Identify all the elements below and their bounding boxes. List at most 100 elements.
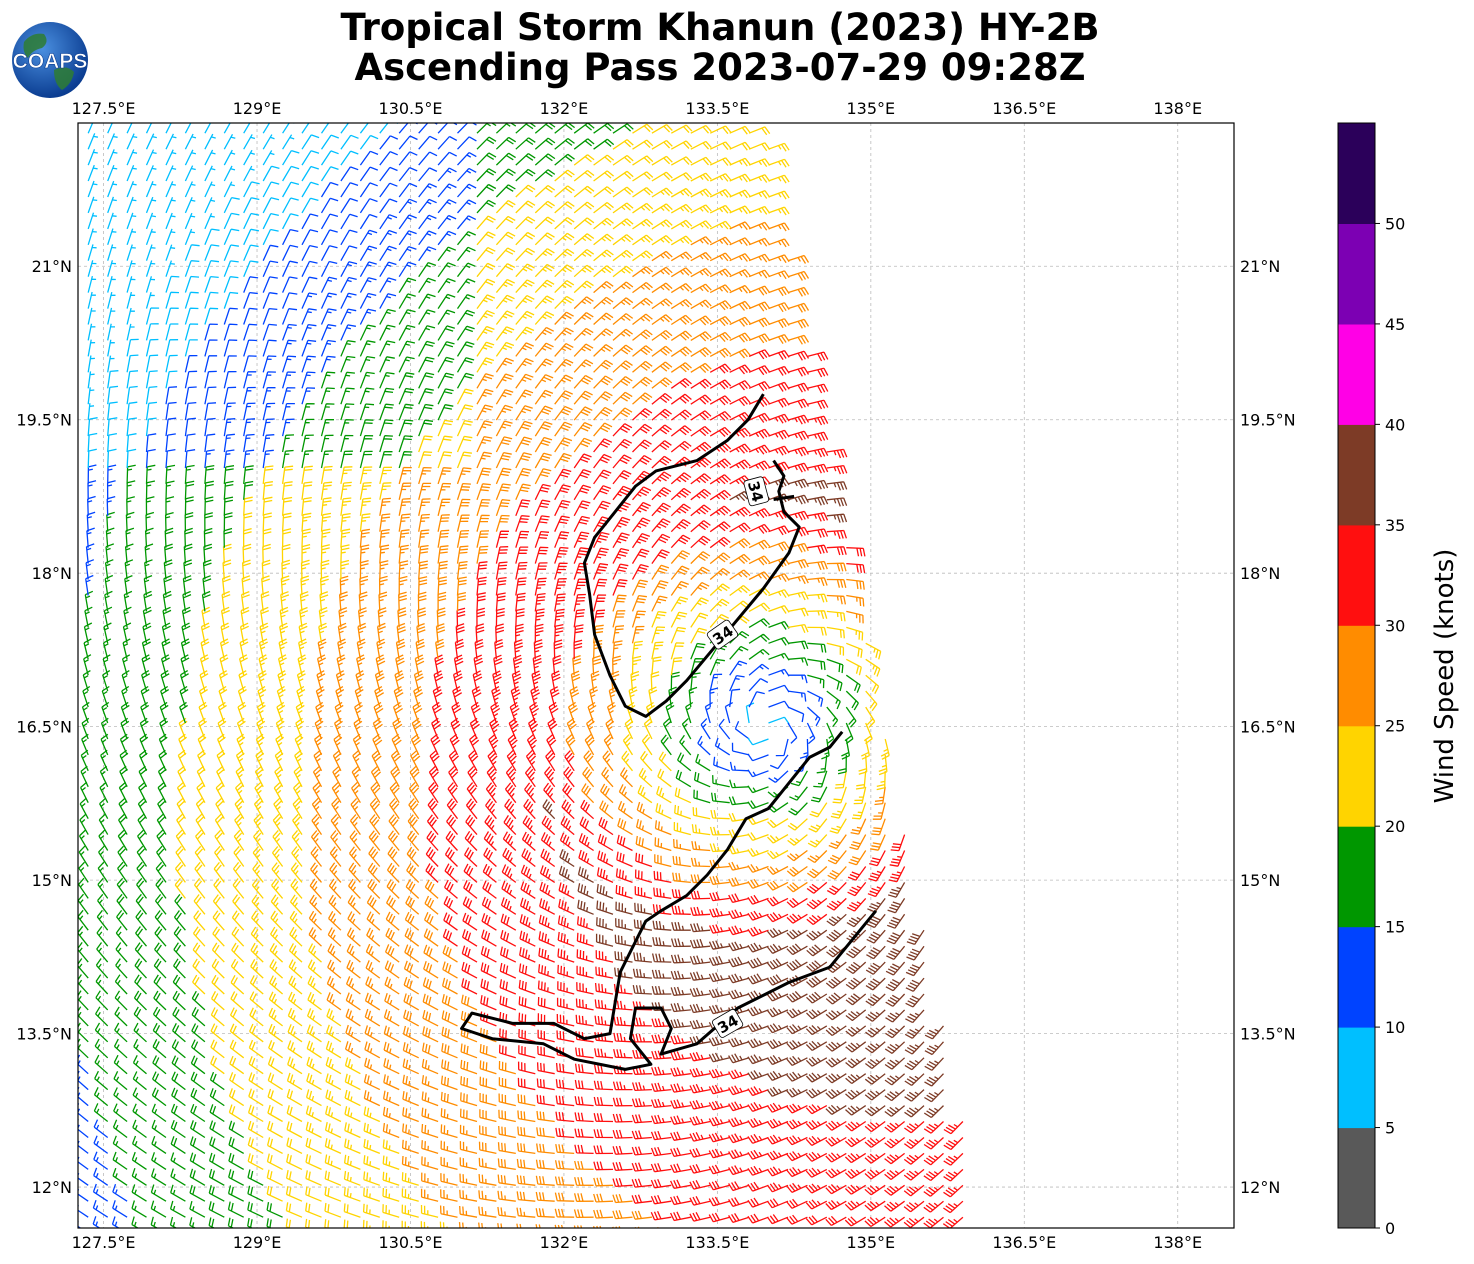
wind-barb [209,1088,225,1107]
wind-barb [494,638,504,660]
wind-barb [440,1140,458,1155]
wind-barb [537,1029,555,1043]
wind-barb [170,1103,186,1123]
wind-barb [612,218,634,230]
wind-barb [227,1185,244,1202]
wind-barb [437,498,451,516]
wind-barb [708,1052,730,1063]
wind-barb [689,1164,711,1174]
colorbar-label: Wind Speed (knots) [1430,549,1460,804]
wind-barb [557,948,575,963]
wind-barb [846,547,866,557]
wind-barb [248,1056,264,1075]
wind-barb [99,797,109,820]
wind-barb [595,950,614,963]
wind-barb [460,1027,478,1043]
wind-barb [385,927,400,947]
wind-barb [410,749,421,772]
wind-barb [136,877,148,899]
wind-barb [270,926,284,947]
lon-tick-label-top: 136.5°E [992,99,1056,118]
wind-barb [243,197,260,214]
wind-barb [650,1130,672,1141]
wind-barb [593,1161,614,1171]
wind-barb [126,401,138,421]
wind-barb [363,1122,381,1139]
wind-barb [534,279,555,294]
wind-barb [312,765,323,788]
wind-barb [201,590,211,612]
wind-barb [458,1222,467,1228]
wind-barb [335,686,345,708]
wind-barb [747,910,769,921]
wind-barb [766,927,789,939]
wind-barb [612,360,633,373]
wind-barb [384,960,400,979]
wind-barb [766,1007,789,1018]
wind-barb [729,221,751,231]
wind-barb [126,448,137,469]
wind-barb [181,622,191,644]
wind-barb [437,576,448,596]
wind-barb [748,678,769,692]
wind-barb [365,943,381,963]
wind-barb [152,1071,167,1091]
wind-barb [281,481,293,500]
wind-barb [554,562,568,580]
wind-barb [747,737,769,746]
wind-barb [846,642,863,658]
wind-barb [418,293,436,309]
wind-barb [515,373,534,389]
wind-barb [156,845,167,867]
wind-barb [126,338,139,357]
wind-barb [807,528,829,538]
wind-barb [787,558,809,569]
wind-barb [480,962,497,979]
wind-barb [306,1008,322,1027]
wind-barb [418,277,436,293]
wind-barb [577,899,594,915]
wind-barb [126,323,135,341]
wind-barb [440,1108,458,1123]
wind-barb [191,1023,206,1043]
wind-barb [114,1022,128,1043]
wind-barb [87,123,94,134]
wind-barb [204,402,217,421]
wind-barb [418,135,438,150]
wind-barb [370,781,381,804]
wind-barb [152,1039,167,1059]
wind-barb [126,417,137,437]
wind-barb [516,1158,536,1171]
wind-barb [612,610,626,628]
wind-barb [398,544,409,564]
wind-barb [650,1194,672,1205]
wind-barb [384,976,400,995]
wind-barb [276,685,286,708]
wind-barb [281,323,297,341]
wind-barb [651,298,673,310]
wind-barb [651,969,672,979]
wind-barb [515,153,536,166]
wind-barb [538,914,555,931]
wind-barb [288,975,303,995]
wind-barb [534,374,554,389]
wind-barb [320,134,340,150]
wind-barb [538,964,555,979]
wind-barb [498,1060,516,1075]
wind-barb [99,781,109,803]
wind-barb [573,248,595,262]
wind-barb [165,133,177,150]
wind-barb [729,157,751,167]
wind-barb [231,910,245,931]
wind-barb [415,638,425,660]
wind-barb [690,473,712,485]
wind-barb [320,497,332,516]
wind-barb [426,830,439,851]
wind-barb [126,385,138,405]
wind-barb [651,139,673,150]
wind-barb [573,123,595,134]
wind-barb [228,1120,245,1139]
wind-barb [767,834,789,844]
wind-barb [179,685,189,708]
wind-barb [729,538,751,549]
